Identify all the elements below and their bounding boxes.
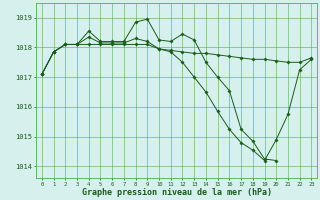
X-axis label: Graphe pression niveau de la mer (hPa): Graphe pression niveau de la mer (hPa) [82, 188, 272, 197]
